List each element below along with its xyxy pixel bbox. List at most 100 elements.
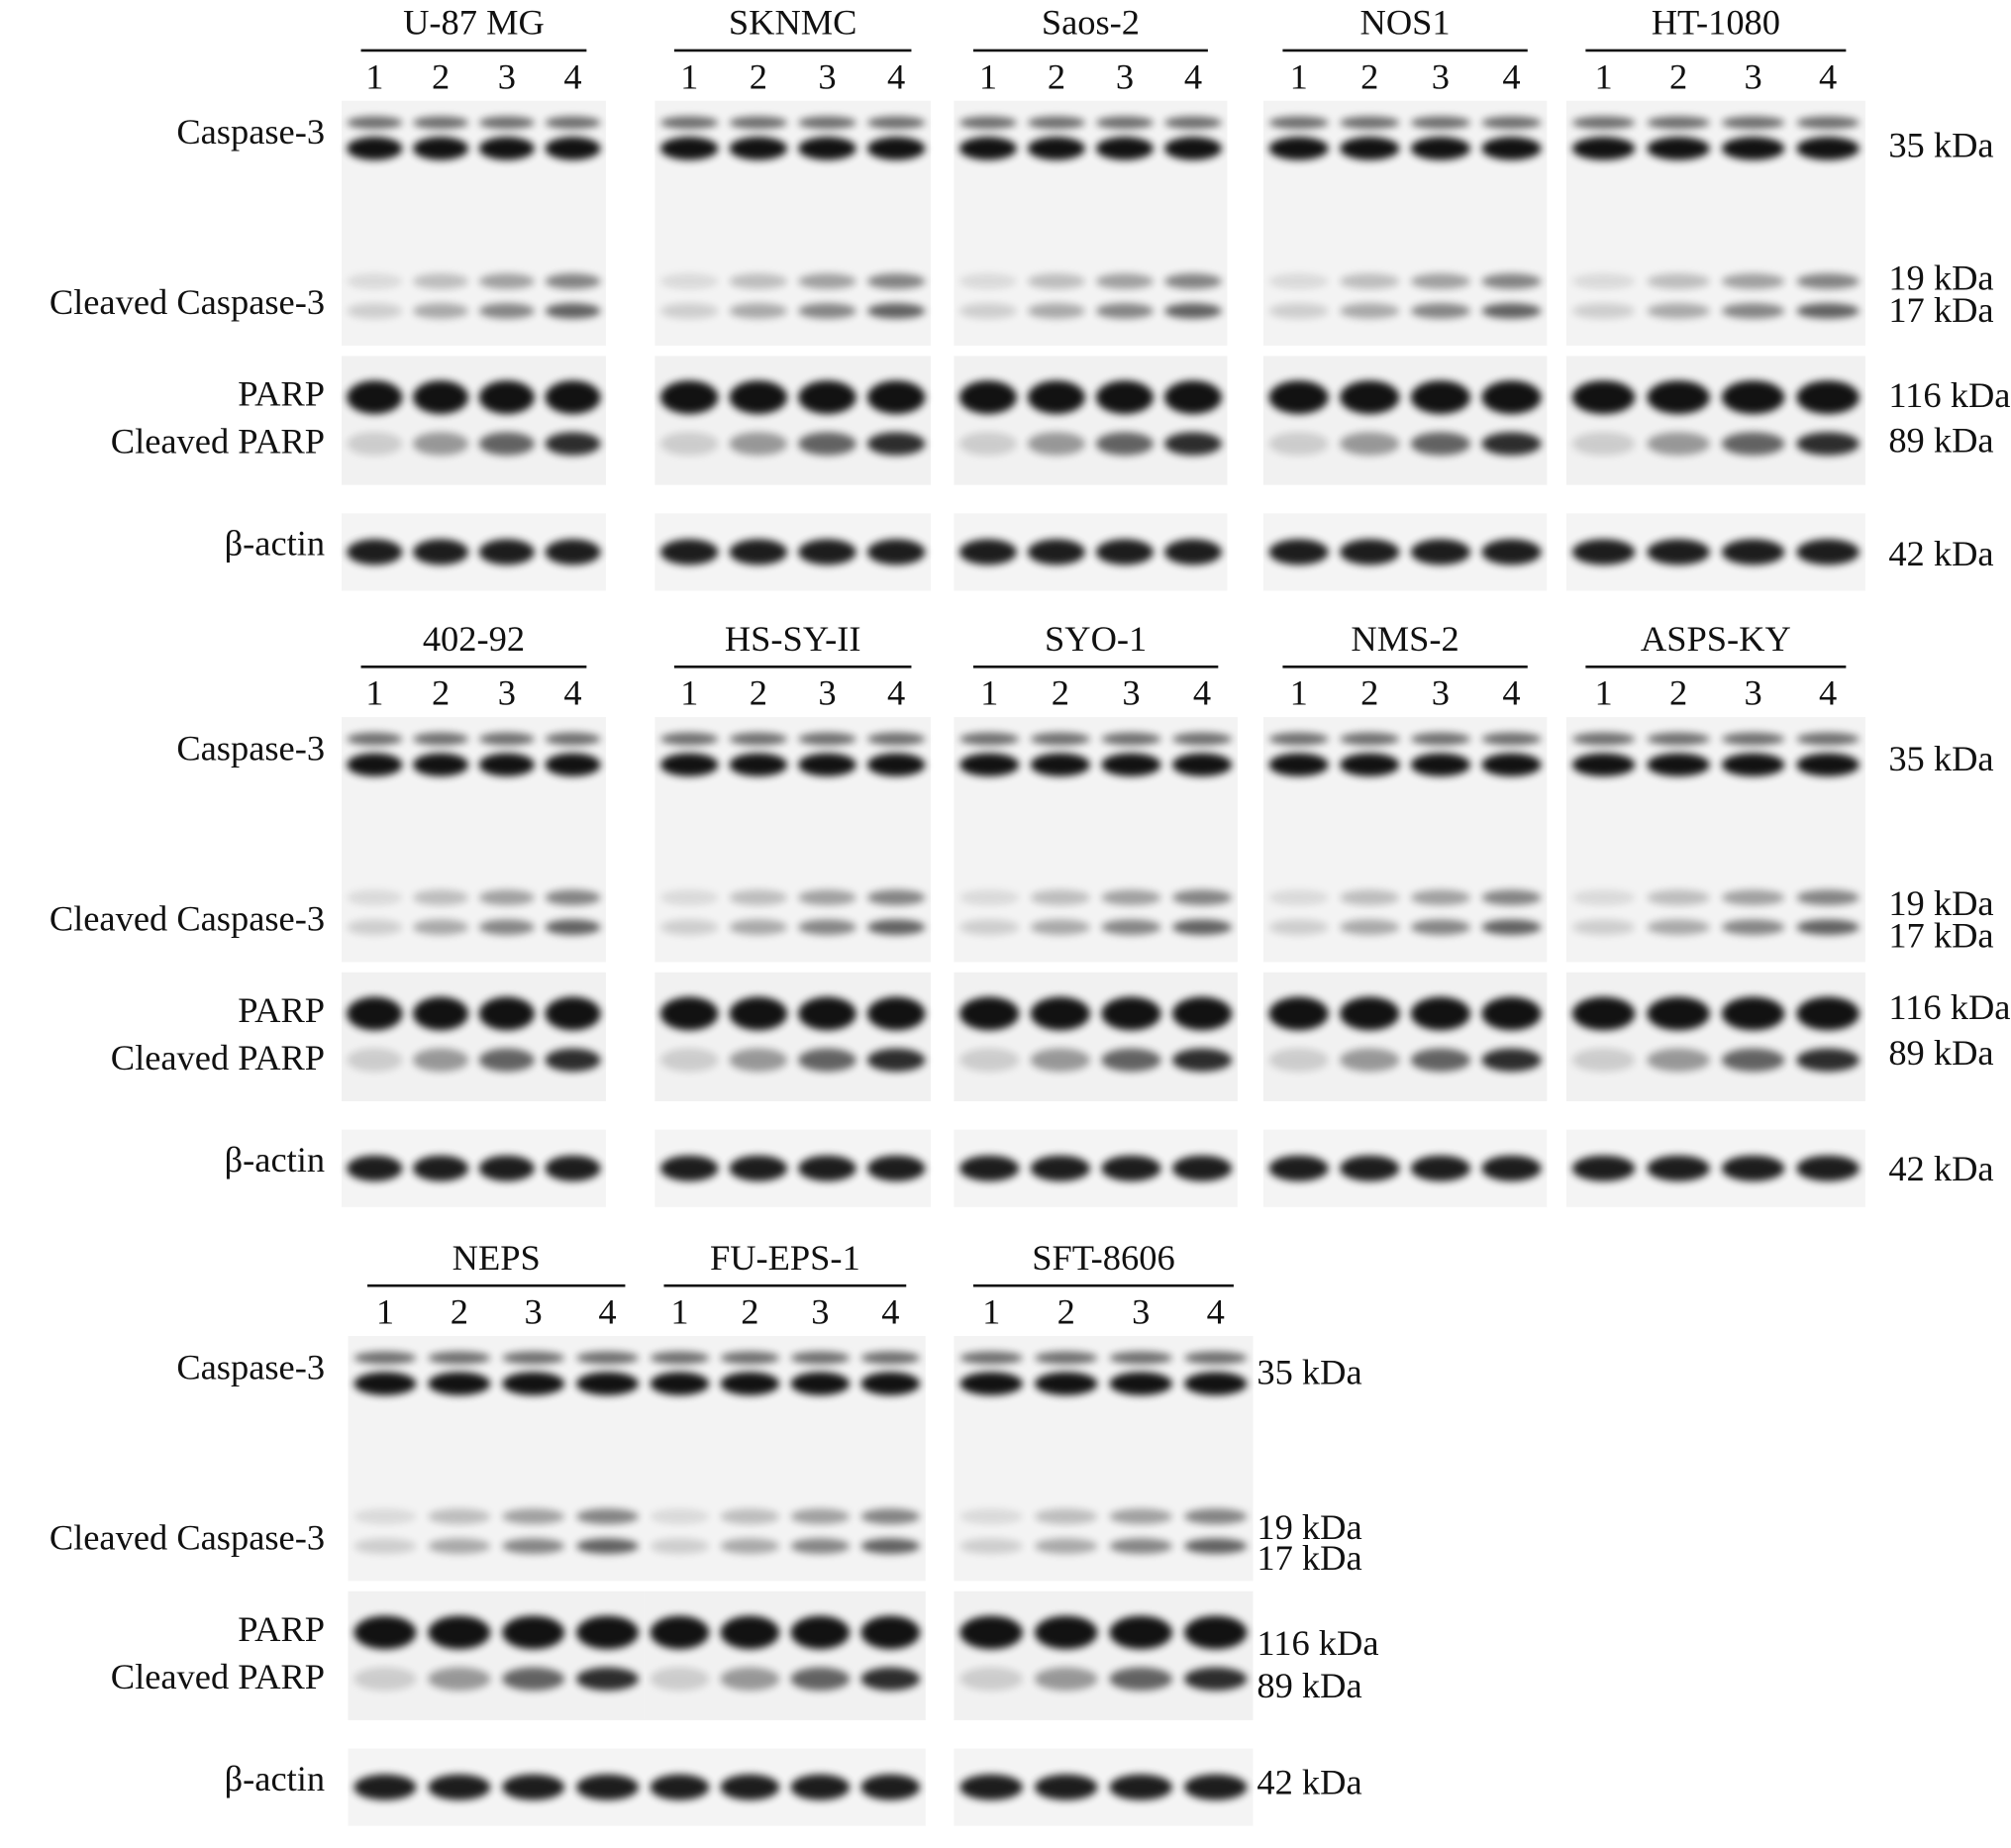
band bbox=[478, 273, 535, 289]
band bbox=[413, 539, 469, 565]
band bbox=[729, 889, 788, 906]
band bbox=[1340, 303, 1400, 319]
band bbox=[1268, 273, 1329, 289]
band bbox=[729, 732, 788, 746]
band bbox=[1721, 996, 1785, 1031]
band bbox=[1410, 303, 1470, 319]
band bbox=[502, 1351, 565, 1365]
band bbox=[1481, 889, 1542, 906]
marker-label: 17 kDa bbox=[1257, 1538, 1361, 1578]
band bbox=[1183, 1351, 1248, 1365]
band bbox=[545, 303, 601, 319]
cell-line-label: NEPS bbox=[452, 1238, 541, 1278]
band bbox=[790, 1351, 851, 1365]
band bbox=[347, 732, 403, 746]
band bbox=[1030, 732, 1090, 746]
band bbox=[413, 753, 469, 776]
band bbox=[1034, 1372, 1098, 1395]
band bbox=[650, 1667, 710, 1691]
band bbox=[1340, 1048, 1400, 1073]
lane-number: 1 bbox=[365, 56, 383, 96]
band bbox=[545, 889, 601, 906]
band bbox=[1163, 116, 1222, 130]
band bbox=[1027, 432, 1085, 456]
band bbox=[1410, 732, 1470, 746]
band bbox=[1796, 889, 1860, 906]
marker-label: 35 kDa bbox=[1257, 1353, 1361, 1392]
band bbox=[1095, 432, 1154, 456]
band bbox=[1481, 753, 1542, 776]
band bbox=[959, 1667, 1023, 1691]
band bbox=[1030, 753, 1090, 776]
band bbox=[729, 539, 788, 565]
band bbox=[353, 1538, 417, 1554]
protein-label: Cleaved PARP bbox=[111, 1657, 325, 1696]
band bbox=[790, 1774, 851, 1800]
band bbox=[1183, 1667, 1248, 1691]
band bbox=[959, 1774, 1023, 1800]
protein-label: Cleaved PARP bbox=[111, 1038, 325, 1078]
band bbox=[650, 1372, 710, 1395]
band bbox=[545, 380, 601, 415]
band bbox=[1268, 137, 1329, 160]
band bbox=[798, 303, 856, 319]
band bbox=[790, 1538, 851, 1554]
band bbox=[1647, 137, 1710, 160]
band bbox=[729, 919, 788, 936]
lane-number: 3 bbox=[1132, 1291, 1150, 1331]
band bbox=[353, 1774, 417, 1800]
band bbox=[659, 753, 719, 776]
band bbox=[959, 1615, 1023, 1650]
lane-number: 4 bbox=[1819, 56, 1837, 96]
band bbox=[650, 1615, 710, 1650]
band bbox=[1027, 273, 1085, 289]
band bbox=[798, 753, 856, 776]
band bbox=[1027, 380, 1085, 415]
band bbox=[1410, 380, 1470, 415]
band bbox=[958, 432, 1017, 456]
band bbox=[1647, 732, 1710, 746]
band bbox=[650, 1508, 710, 1525]
band bbox=[860, 1372, 921, 1395]
band bbox=[413, 996, 469, 1031]
blot-panel: Caspase-3 Cleaved Caspase-3 PARP Cleaved PA… bbox=[50, 1238, 1379, 1826]
band bbox=[1721, 919, 1785, 936]
band bbox=[866, 137, 926, 160]
band bbox=[1163, 380, 1222, 415]
band bbox=[790, 1667, 851, 1691]
band bbox=[478, 1048, 535, 1073]
blot-parp bbox=[954, 972, 1238, 1102]
band bbox=[729, 996, 788, 1031]
band bbox=[659, 889, 719, 906]
band bbox=[1721, 1155, 1785, 1181]
cell-line-label: SYO-1 bbox=[1045, 619, 1147, 659]
band bbox=[1796, 919, 1860, 936]
band bbox=[1481, 432, 1542, 456]
lane-number: 4 bbox=[1207, 1291, 1225, 1331]
lane-number: 4 bbox=[1193, 673, 1211, 713]
band bbox=[860, 1538, 921, 1554]
band bbox=[860, 1351, 921, 1365]
band bbox=[1410, 1048, 1470, 1073]
band bbox=[347, 303, 403, 319]
band bbox=[1340, 919, 1400, 936]
band bbox=[1109, 1667, 1172, 1691]
band bbox=[1481, 137, 1542, 160]
band bbox=[1027, 116, 1085, 130]
band bbox=[798, 273, 856, 289]
band bbox=[959, 732, 1020, 746]
band bbox=[353, 1615, 417, 1650]
band bbox=[866, 889, 926, 906]
band bbox=[1095, 539, 1154, 565]
band bbox=[860, 1615, 921, 1650]
band bbox=[1340, 889, 1400, 906]
blot-parp bbox=[1262, 356, 1548, 485]
cell-line-label: U-87 MG bbox=[403, 3, 545, 43]
band bbox=[478, 753, 535, 776]
band bbox=[1101, 753, 1161, 776]
band bbox=[866, 753, 926, 776]
band bbox=[1796, 732, 1860, 746]
band bbox=[959, 1048, 1020, 1073]
band bbox=[1109, 1774, 1172, 1800]
band bbox=[1030, 1155, 1090, 1181]
